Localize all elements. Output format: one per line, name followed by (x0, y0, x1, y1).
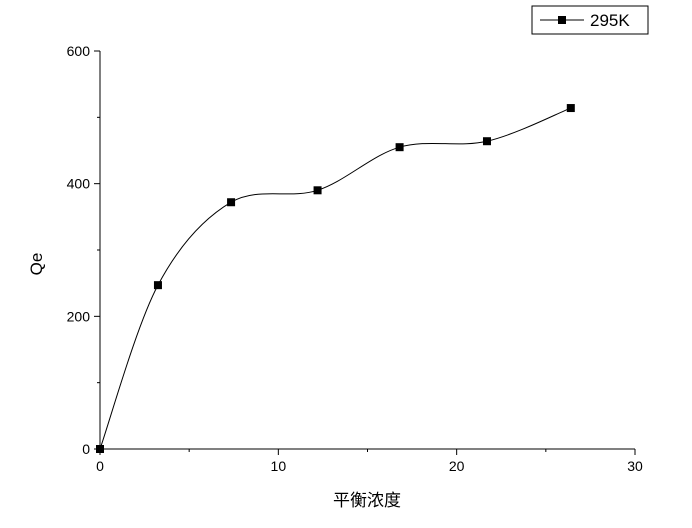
x-tick-label: 0 (96, 458, 104, 474)
marker (482, 137, 491, 146)
y-tick-label: 400 (67, 176, 91, 192)
y-axis-label: Qe (27, 253, 46, 276)
x-tick-label: 10 (271, 458, 287, 474)
x-tick-label: 20 (449, 458, 465, 474)
legend-marker (558, 16, 566, 24)
marker (313, 186, 322, 195)
x-axis-label: 平衡浓度 (333, 491, 401, 510)
line (99, 107, 571, 450)
marker (153, 281, 162, 290)
marker (395, 143, 404, 152)
y-tick-label: 600 (67, 43, 91, 59)
y-tick-label: 200 (67, 308, 91, 324)
marker (96, 445, 104, 453)
legend-label: 295K (590, 11, 630, 30)
marker (566, 104, 575, 113)
x-tick-label: 30 (627, 458, 643, 474)
y-tick-label: 0 (82, 441, 90, 457)
marker (227, 198, 236, 207)
